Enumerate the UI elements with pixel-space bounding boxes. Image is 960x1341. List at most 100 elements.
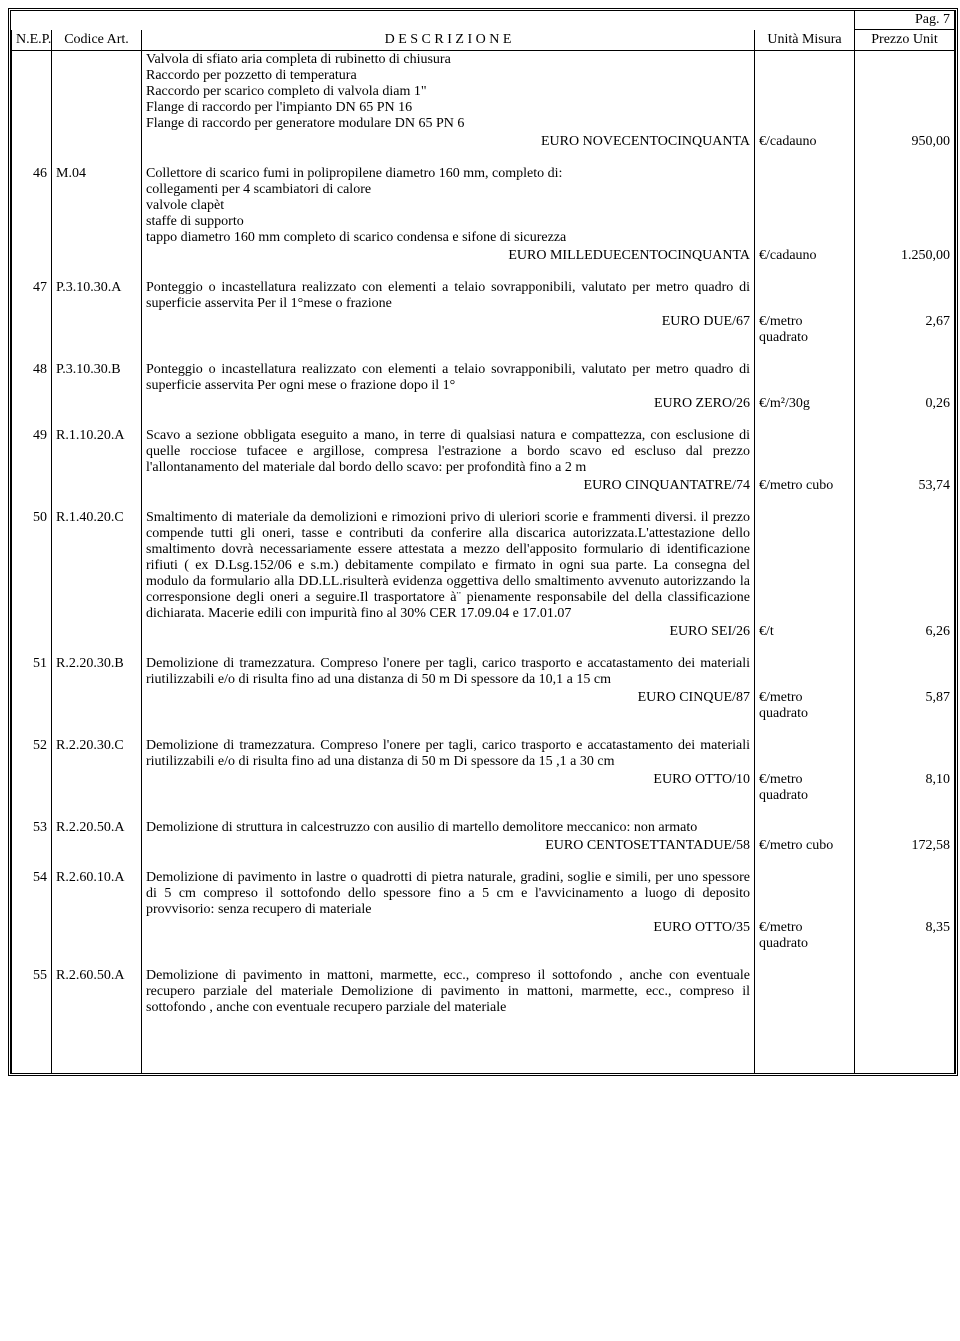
price-cell: 0,26 bbox=[855, 395, 955, 413]
code-cell: R.2.20.50.A bbox=[52, 819, 142, 837]
unit-cell: €/m²/30g bbox=[755, 395, 855, 413]
spacer-row bbox=[12, 1017, 955, 1031]
header-row: N.E.P. Codice Art. D E S C R I Z I O N E… bbox=[12, 30, 955, 51]
code-cell: R.2.20.30.C bbox=[52, 737, 142, 771]
spacer-row bbox=[12, 151, 955, 165]
unit-cell: €/t bbox=[755, 623, 855, 641]
spacer-row bbox=[12, 265, 955, 279]
description-cell: Demolizione di pavimento in lastre o qua… bbox=[142, 869, 755, 919]
price-row: EURO NOVECENTOCINQUANTA€/cadauno950,00 bbox=[12, 133, 955, 151]
table-row: 46M.04Collettore di scarico fumi in poli… bbox=[12, 165, 955, 247]
description-cell: Demolizione di struttura in calcestruzzo… bbox=[142, 819, 755, 837]
page-container: Pag. 7 N.E.P. Codice Art. D E S C R I Z … bbox=[8, 8, 958, 1076]
price-words-cell: EURO CINQUANTATRE/74 bbox=[142, 477, 755, 495]
price-words-cell: EURO CINQUE/87 bbox=[142, 689, 755, 723]
unit-cell: €/metro quadrato bbox=[755, 313, 855, 347]
unit-cell: €/metro cubo bbox=[755, 477, 855, 495]
description-cell: Scavo a sezione obbligata eseguito a man… bbox=[142, 427, 755, 477]
nep-cell: 51 bbox=[12, 655, 52, 689]
price-words-cell: EURO OTTO/35 bbox=[142, 919, 755, 953]
price-cell: 53,74 bbox=[855, 477, 955, 495]
table-row: 54R.2.60.10.ADemolizione di pavimento in… bbox=[12, 869, 955, 919]
nep-cell: 52 bbox=[12, 737, 52, 771]
header-price: Prezzo Unit bbox=[855, 30, 955, 51]
nep-cell: 47 bbox=[12, 279, 52, 313]
code-cell bbox=[52, 51, 142, 134]
price-row: EURO CINQUE/87€/metro quadrato5,87 bbox=[12, 689, 955, 723]
price-row: EURO DUE/67€/metro quadrato2,67 bbox=[12, 313, 955, 347]
table-row: 53R.2.20.50.ADemolizione di struttura in… bbox=[12, 819, 955, 837]
header-code: Codice Art. bbox=[52, 30, 142, 51]
spacer-row bbox=[12, 855, 955, 869]
price-row: EURO CENTOSETTANTADUE/58€/metro cubo172,… bbox=[12, 837, 955, 855]
unit-cell: €/cadauno bbox=[755, 133, 855, 151]
price-row: EURO ZERO/26€/m²/30g0,26 bbox=[12, 395, 955, 413]
price-cell: 1.250,00 bbox=[855, 247, 955, 265]
spacer-row bbox=[12, 495, 955, 509]
description-cell: Ponteggio o incastellatura realizzato co… bbox=[142, 361, 755, 395]
price-cell: 6,26 bbox=[855, 623, 955, 641]
description-cell: Ponteggio o incastellatura realizzato co… bbox=[142, 279, 755, 313]
page-number-row: Pag. 7 bbox=[12, 11, 955, 30]
spacer-row bbox=[12, 723, 955, 737]
price-cell: 5,87 bbox=[855, 689, 955, 723]
code-cell: R.2.60.10.A bbox=[52, 869, 142, 919]
price-table: Pag. 7 N.E.P. Codice Art. D E S C R I Z … bbox=[11, 11, 955, 1073]
table-row: 50R.1.40.20.CSmaltimento di materiale da… bbox=[12, 509, 955, 623]
table-row: 47P.3.10.30.APonteggio o incastellatura … bbox=[12, 279, 955, 313]
spacer-row bbox=[12, 413, 955, 427]
spacer-row bbox=[12, 641, 955, 655]
table-row: Valvola di sfiato aria completa di rubin… bbox=[12, 51, 955, 134]
price-words-cell: EURO OTTO/10 bbox=[142, 771, 755, 805]
price-words-cell: EURO MILLEDUECENTOCINQUANTA bbox=[142, 247, 755, 265]
price-row: EURO SEI/26€/t6,26 bbox=[12, 623, 955, 641]
table-row: 51R.2.20.30.BDemolizione di tramezzatura… bbox=[12, 655, 955, 689]
table-row: 52R.2.20.30.CDemolizione di tramezzatura… bbox=[12, 737, 955, 771]
description-cell: Collettore di scarico fumi in polipropil… bbox=[142, 165, 755, 247]
nep-cell: 50 bbox=[12, 509, 52, 623]
unit-cell: €/metro quadrato bbox=[755, 689, 855, 723]
header-unit: Unità Misura bbox=[755, 30, 855, 51]
nep-cell: 55 bbox=[12, 967, 52, 1017]
unit-cell: €/cadauno bbox=[755, 247, 855, 265]
spacer-row bbox=[12, 347, 955, 361]
nep-cell: 53 bbox=[12, 819, 52, 837]
code-cell: R.1.10.20.A bbox=[52, 427, 142, 477]
unit-cell: €/metro quadrato bbox=[755, 771, 855, 805]
nep-cell: 49 bbox=[12, 427, 52, 477]
price-cell: 8,10 bbox=[855, 771, 955, 805]
table-row: 48P.3.10.30.BPonteggio o incastellatura … bbox=[12, 361, 955, 395]
price-words-cell: EURO NOVECENTOCINQUANTA bbox=[142, 133, 755, 151]
code-cell: P.3.10.30.B bbox=[52, 361, 142, 395]
price-cell: 172,58 bbox=[855, 837, 955, 855]
price-words-cell: EURO CENTOSETTANTADUE/58 bbox=[142, 837, 755, 855]
code-cell: P.3.10.30.A bbox=[52, 279, 142, 313]
code-cell: R.1.40.20.C bbox=[52, 509, 142, 623]
price-row: EURO MILLEDUECENTOCINQUANTA€/cadauno1.25… bbox=[12, 247, 955, 265]
table-row: 49R.1.10.20.AScavo a sezione obbligata e… bbox=[12, 427, 955, 477]
unit-cell: €/metro cubo bbox=[755, 837, 855, 855]
spacer-row bbox=[12, 805, 955, 819]
description-cell: Demolizione di pavimento in mattoni, mar… bbox=[142, 967, 755, 1017]
description-cell: Demolizione di tramezzatura. Compreso l'… bbox=[142, 737, 755, 771]
price-cell: 950,00 bbox=[855, 133, 955, 151]
unit-cell: €/metro quadrato bbox=[755, 919, 855, 953]
table-row: 55R.2.60.50.ADemolizione di pavimento in… bbox=[12, 967, 955, 1017]
price-cell: 8,35 bbox=[855, 919, 955, 953]
price-row: EURO OTTO/35€/metro quadrato8,35 bbox=[12, 919, 955, 953]
description-cell: Smaltimento di materiale da demolizioni … bbox=[142, 509, 755, 623]
description-cell: Valvola di sfiato aria completa di rubin… bbox=[142, 51, 755, 134]
page-number: Pag. 7 bbox=[915, 12, 950, 27]
code-cell: R.2.60.50.A bbox=[52, 967, 142, 1017]
price-row: EURO OTTO/10€/metro quadrato8,10 bbox=[12, 771, 955, 805]
price-words-cell: EURO DUE/67 bbox=[142, 313, 755, 347]
spacer-row bbox=[12, 953, 955, 967]
code-cell: M.04 bbox=[52, 165, 142, 247]
code-cell: R.2.20.30.B bbox=[52, 655, 142, 689]
nep-cell: 46 bbox=[12, 165, 52, 247]
header-desc: D E S C R I Z I O N E bbox=[142, 30, 755, 51]
nep-cell: 48 bbox=[12, 361, 52, 395]
price-row: EURO CINQUANTATRE/74€/metro cubo53,74 bbox=[12, 477, 955, 495]
description-cell: Demolizione di tramezzatura. Compreso l'… bbox=[142, 655, 755, 689]
nep-cell bbox=[12, 51, 52, 134]
